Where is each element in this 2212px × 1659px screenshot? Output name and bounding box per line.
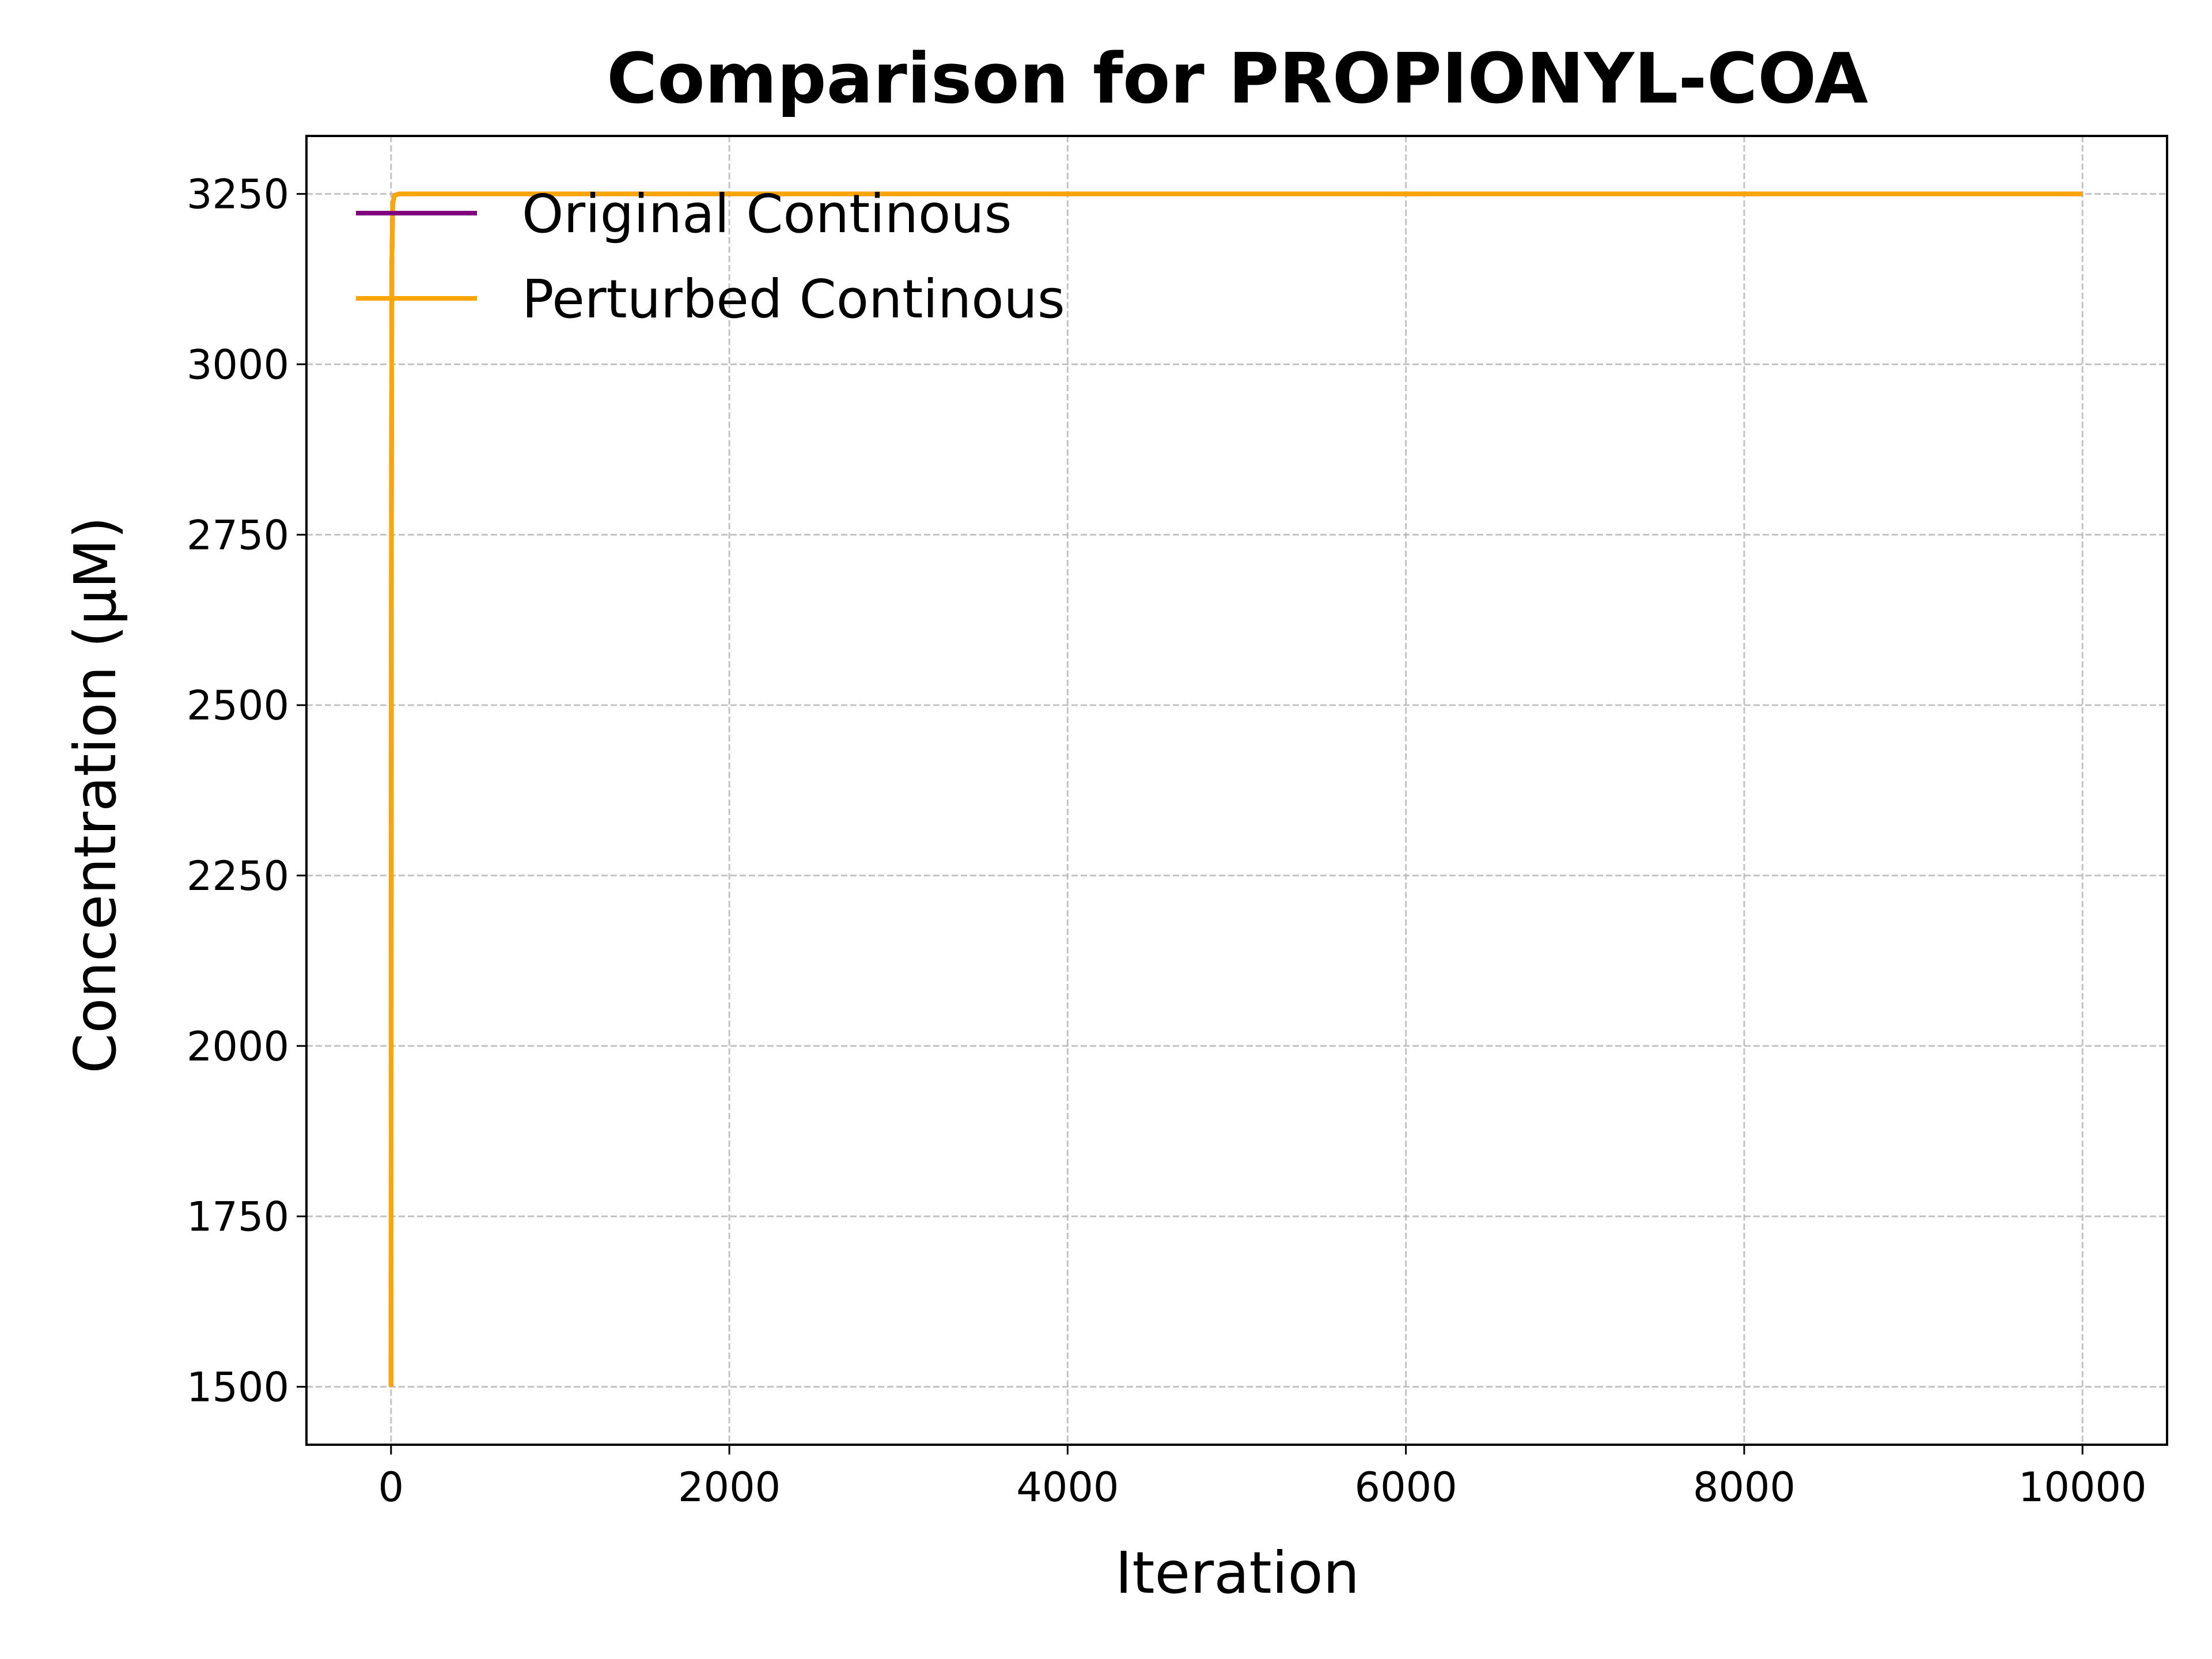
- y-tick-label-7: 3250: [187, 171, 289, 218]
- x-tick-label-1: 2000: [678, 1464, 781, 1511]
- x-axis-label: Iteration: [1115, 1539, 1359, 1607]
- chart-title: Comparison for PROPIONYL-COA: [607, 39, 1868, 119]
- legend: Original Continous Perturbed Continous: [356, 183, 1065, 330]
- x-tick-label-3: 6000: [1355, 1464, 1457, 1511]
- x-tick-label-0: 0: [378, 1464, 404, 1511]
- y-tick-label-2: 2000: [187, 1023, 289, 1070]
- legend-label-0: Original Continous: [522, 183, 1012, 245]
- plot-frame: [305, 135, 2168, 1446]
- x-tick-label-4: 8000: [1693, 1464, 1796, 1511]
- x-tick-label-5: 10000: [2018, 1464, 2147, 1511]
- x-tick-label-2: 4000: [1016, 1464, 1119, 1511]
- y-tick-label-3: 2250: [187, 853, 289, 900]
- y-tick-label-4: 2500: [187, 682, 289, 729]
- y-tick-label-5: 2750: [187, 512, 289, 559]
- series-line-1: [388, 191, 2083, 1387]
- series-layer: [388, 191, 2083, 1387]
- y-tick-label-1: 1750: [187, 1194, 289, 1241]
- y-axis-label: Concentration (μM): [62, 516, 129, 1073]
- legend-label-1: Perturbed Continous: [522, 268, 1065, 330]
- y-axis-ticks: 1500 1750 2000 2250 2500 2750 3000 3250: [187, 171, 306, 1411]
- y-tick-label-0: 1500: [187, 1363, 289, 1411]
- x-axis-ticks: 0 2000 4000 6000 8000 10000: [378, 1445, 2147, 1511]
- y-tick-label-6: 3000: [187, 341, 289, 388]
